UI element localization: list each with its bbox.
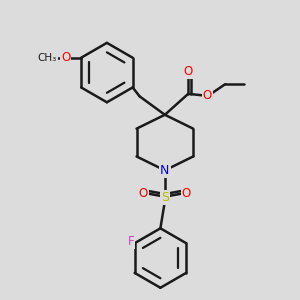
Text: O: O bbox=[203, 89, 212, 102]
Text: O: O bbox=[139, 187, 148, 200]
Text: O: O bbox=[61, 51, 70, 64]
Text: O: O bbox=[182, 187, 191, 200]
Text: S: S bbox=[161, 190, 169, 204]
Text: O: O bbox=[183, 65, 193, 79]
Text: CH₃: CH₃ bbox=[38, 53, 57, 63]
Text: F: F bbox=[128, 235, 134, 248]
Text: N: N bbox=[160, 164, 170, 177]
